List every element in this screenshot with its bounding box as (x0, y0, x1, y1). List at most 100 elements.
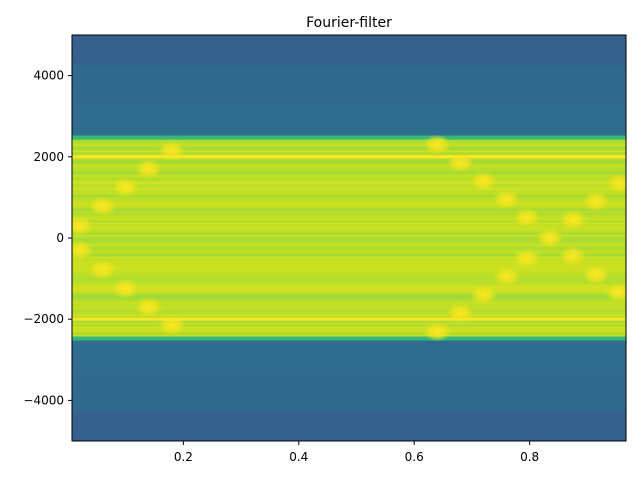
chirp-point (72, 215, 94, 236)
texture-stripe (72, 286, 626, 289)
texture-stripe (72, 300, 626, 303)
texture-stripe (72, 324, 626, 327)
texture-stripe (72, 258, 626, 261)
texture-stripe (72, 244, 626, 247)
texture-stripe (72, 284, 626, 287)
texture-stripe (72, 270, 626, 273)
texture-stripe (72, 178, 626, 181)
texture-stripe (72, 222, 626, 225)
texture-stripe (72, 190, 626, 193)
chirp-points (72, 134, 626, 342)
texture-stripe (72, 296, 626, 299)
texture-stripe (72, 196, 626, 199)
texture-stripe (72, 316, 626, 319)
texture-stripe (72, 306, 626, 309)
texture-stripe (72, 250, 626, 253)
passband-edge-top (72, 135, 626, 140)
y-tick-label: 2000 (33, 150, 64, 164)
texture-stripe (72, 224, 626, 227)
texture-stripe (72, 150, 626, 153)
texture-stripe (72, 272, 626, 275)
texture-stripe (72, 192, 626, 195)
texture-stripe (72, 168, 626, 171)
chirp-point (134, 158, 163, 179)
texture-stripe (72, 200, 626, 203)
texture-stripe (72, 308, 626, 311)
texture-stripe (72, 234, 626, 237)
chirp-point (111, 278, 140, 299)
chirp-point (469, 284, 498, 305)
chirp-point (581, 264, 610, 285)
texture-stripe (72, 252, 626, 255)
texture-stripe (72, 148, 626, 151)
texture-stripe (72, 304, 626, 307)
passband-edge-bottom (72, 336, 626, 341)
texture-stripe (72, 268, 626, 271)
texture-stripe (72, 236, 626, 239)
texture-stripe (72, 218, 626, 221)
texture-stripe (72, 162, 626, 165)
texture-stripe (72, 186, 626, 189)
y-tick-label: 4000 (33, 69, 64, 83)
texture-stripe (72, 294, 626, 297)
x-tick-label: 0.2 (174, 450, 193, 464)
texture-stripe (72, 260, 626, 263)
texture-stripe (72, 330, 626, 333)
texture-stripe (72, 206, 626, 209)
x-axis: 0.2 0.4 0.6 0.8 (174, 441, 539, 464)
texture-stripe (72, 174, 626, 177)
texture-stripe (72, 216, 626, 219)
chart-title: Fourier-filter (306, 15, 392, 31)
texture-stripe (72, 326, 626, 329)
texture-stripe (72, 256, 626, 259)
plot-area (72, 35, 626, 441)
chirp-point (423, 321, 452, 342)
texture-stripe (72, 226, 626, 229)
chirp-point (558, 246, 587, 267)
texture-stripe (72, 298, 626, 301)
y-tick-label: 0 (56, 231, 64, 245)
texture-stripe (72, 202, 626, 205)
texture-stripe (72, 184, 626, 187)
texture-stripe (72, 248, 626, 251)
y-tick-label: −4000 (23, 393, 64, 407)
texture-stripe (72, 142, 626, 145)
texture-stripe (72, 220, 626, 223)
texture-stripe (72, 276, 626, 279)
texture-stripe (72, 158, 626, 161)
texture-stripe (72, 180, 626, 183)
texture-stripe (72, 176, 626, 179)
chirp-point (72, 240, 94, 261)
chirp-point (492, 189, 521, 210)
chirp-point (134, 297, 163, 318)
texture-stripe (72, 282, 626, 285)
chirp-point (88, 259, 117, 280)
x-tick-label: 0.6 (405, 450, 424, 464)
texture-stripe (72, 152, 626, 155)
x-tick-label: 0.4 (289, 450, 308, 464)
texture-stripe (72, 212, 626, 215)
texture-stripe (72, 170, 626, 173)
chirp-point (535, 228, 564, 248)
texture-stripe (72, 182, 626, 185)
chirp-point (581, 191, 610, 212)
texture-stripe (72, 232, 626, 235)
texture-stripe (72, 264, 626, 267)
texture-stripe (72, 314, 626, 317)
texture-stripe (72, 280, 626, 283)
chirp-point (558, 209, 587, 230)
texture-stripe (72, 214, 626, 217)
texture-stripe (72, 208, 626, 211)
texture-stripe (72, 172, 626, 175)
texture-stripe (72, 328, 626, 331)
texture-stripe (72, 166, 626, 169)
bottom-shade (72, 411, 626, 441)
texture-stripe (72, 334, 626, 337)
texture-stripe (72, 292, 626, 295)
texture-stripe (72, 194, 626, 197)
texture-stripe (72, 238, 626, 241)
texture-stripe (72, 160, 626, 163)
chirp-point (605, 282, 626, 303)
texture-stripe (72, 320, 626, 323)
